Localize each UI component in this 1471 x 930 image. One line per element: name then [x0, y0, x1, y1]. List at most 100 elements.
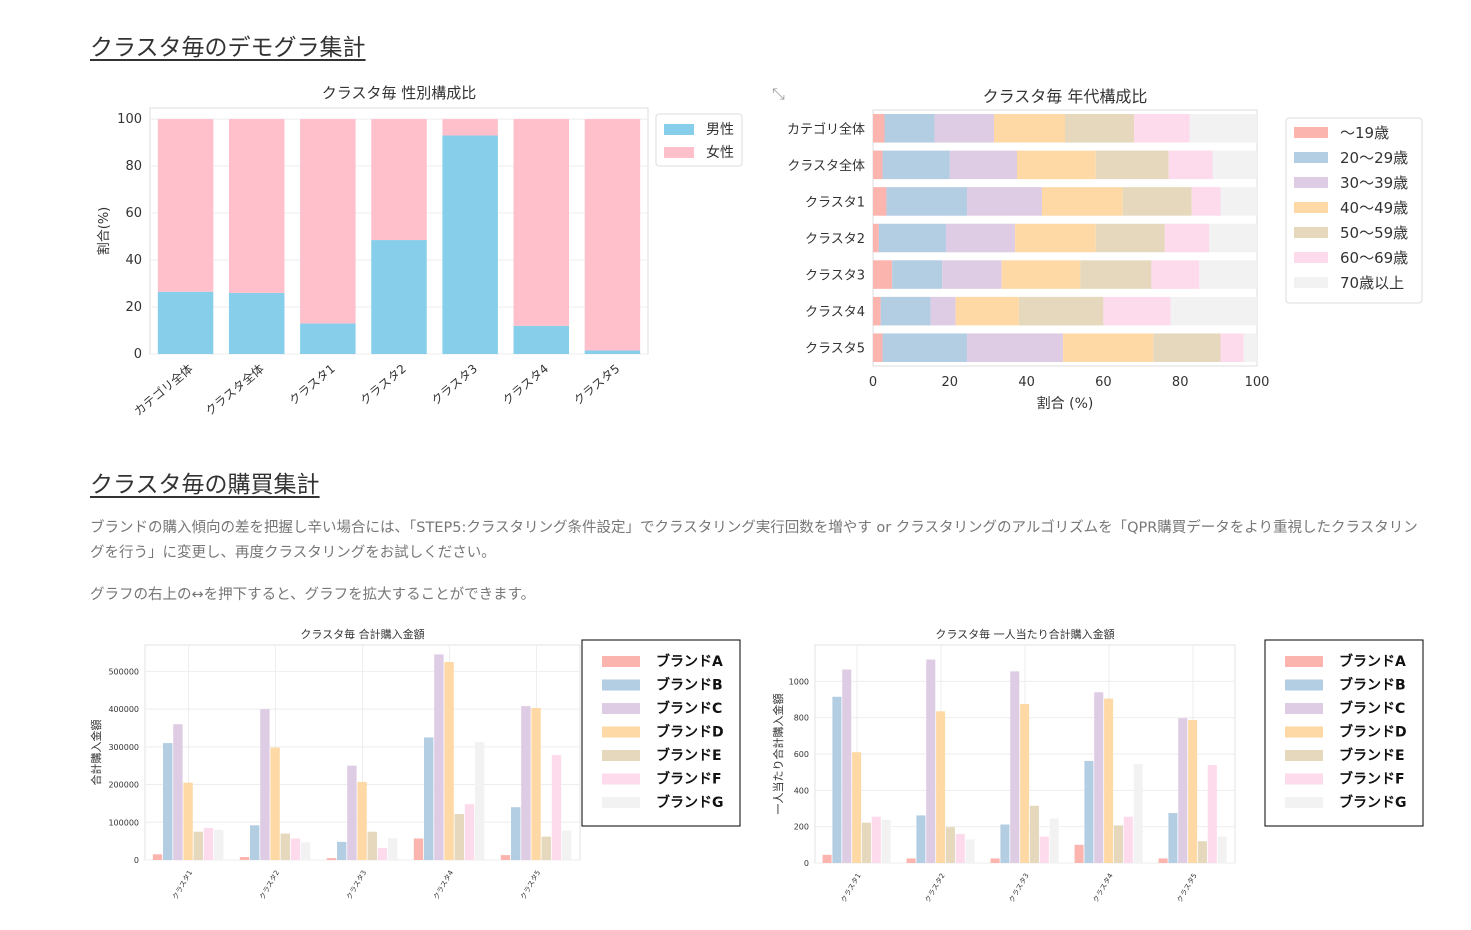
bar-segment [1243, 333, 1257, 362]
bar-segment [1220, 187, 1257, 216]
bar-segment [228, 292, 285, 354]
bar-segment [1080, 260, 1152, 289]
bar [434, 654, 444, 860]
legend-swatch [1294, 227, 1328, 238]
y-tick-label: クラスタ5 [805, 342, 865, 357]
legend-swatch [602, 679, 640, 691]
bar [1178, 718, 1188, 863]
y-tick-label: 80 [125, 159, 142, 174]
bar [290, 838, 301, 860]
bar [183, 782, 193, 860]
bar [965, 839, 975, 863]
legend-swatch [602, 750, 640, 761]
bar-segment [993, 114, 1065, 143]
legend-swatch [602, 703, 640, 714]
bar [444, 661, 454, 860]
y-tick-label: 200000 [108, 781, 139, 790]
bar-segment [1122, 187, 1192, 216]
bar-segment [1212, 150, 1257, 180]
legend-swatch [664, 124, 694, 135]
bar [357, 781, 367, 860]
legend-swatch [1285, 679, 1323, 691]
y-tick-label: 20 [125, 300, 142, 315]
bar [1197, 841, 1207, 863]
bar-segment [886, 187, 968, 216]
total-purchase-chart: クラスタ毎 合計購入金額 0 100000 200000 300000 400000 500… [89, 627, 741, 901]
legend-swatch [1294, 152, 1328, 163]
x-tick-label: クラスタ3 [1007, 872, 1031, 904]
bar [541, 836, 551, 860]
bar-segment [882, 150, 950, 180]
bar [387, 838, 398, 860]
legend-swatch [1285, 703, 1323, 714]
x-tick-label: クラスタ3 [344, 869, 368, 901]
bar [1010, 671, 1020, 863]
bar-segment [882, 333, 968, 362]
bar-segment [967, 187, 1042, 216]
bar-segment [1095, 223, 1165, 253]
bar-segment [945, 223, 1016, 253]
bar-segment [371, 119, 427, 241]
bar-segment [1065, 114, 1135, 143]
bar [822, 854, 832, 863]
purchase-section-title: クラスタ毎の購買集計 [90, 472, 320, 498]
chart-title: クラスタ毎 性別構成比 [322, 84, 476, 102]
bar-segment [955, 296, 1019, 326]
bar-segment [1164, 223, 1209, 253]
bar [500, 855, 511, 860]
bar-segment [1199, 260, 1257, 289]
bar-segment [873, 260, 893, 289]
bar-segment [892, 260, 943, 289]
legend-label: ブランドG [1339, 794, 1407, 811]
legend-swatch [602, 773, 640, 785]
bar-segment [1220, 333, 1244, 362]
bar-segment [873, 187, 887, 216]
bar [521, 706, 531, 860]
bar-segment [873, 150, 883, 180]
y-tick-label: 40 [125, 253, 142, 268]
bar-segment [1103, 296, 1171, 326]
bar [945, 827, 955, 863]
bar-segment [513, 119, 570, 326]
bar-segment [873, 223, 879, 253]
legend-label: 40～49歳 [1340, 199, 1408, 217]
bar [832, 696, 842, 863]
bar-segment [1041, 187, 1123, 216]
legend-label: 70歳以上 [1340, 274, 1404, 292]
x-tick-label: クラスタ4 [500, 362, 551, 408]
bar-segment [949, 150, 1017, 180]
bar-segment [942, 260, 1002, 289]
demographics-section-title: クラスタ毎のデモグラ集計 [90, 35, 366, 61]
legend-swatch [1294, 127, 1328, 138]
legend-swatch [664, 147, 694, 158]
legend-label: 30～39歳 [1340, 174, 1408, 192]
legend-label: ブランドF [1339, 771, 1405, 788]
y-tick-label: 0 [804, 859, 809, 868]
bar [881, 819, 891, 863]
bar-segment [1191, 187, 1221, 216]
chart-title: クラスタ毎 一人当たり合計購入金額 [935, 627, 1114, 641]
y-tick-label: 0 [134, 347, 142, 362]
expand-arrows-icon[interactable]: ⤡ [772, 84, 785, 103]
bar [1123, 816, 1133, 863]
bar-segment [1151, 260, 1200, 289]
y-tick-label: クラスタ全体 [787, 158, 865, 174]
bar [203, 827, 214, 860]
legend-label: ～19歳 [1340, 124, 1389, 142]
bar [163, 743, 173, 860]
x-tick-label: 100 [1245, 375, 1270, 390]
bar [852, 752, 862, 863]
chart-title: クラスタ毎 年代構成比 [983, 87, 1148, 106]
legend-label: 60～69歳 [1340, 249, 1408, 267]
bar [300, 842, 311, 860]
bar [213, 829, 224, 860]
bar-segment [1189, 114, 1257, 143]
bar-segment [300, 323, 356, 354]
bar [955, 833, 965, 863]
y-tick-label: 500000 [108, 667, 139, 676]
legend-label: ブランドE [656, 747, 722, 764]
legend-label: 20～29歳 [1340, 149, 1408, 167]
bar [464, 804, 475, 860]
purchase-description: ブランドの購入傾向の差を把握し辛い場合には、「STEP5:クラスタリング条件設定… [90, 520, 1418, 561]
y-tick-label: 800 [794, 714, 809, 723]
